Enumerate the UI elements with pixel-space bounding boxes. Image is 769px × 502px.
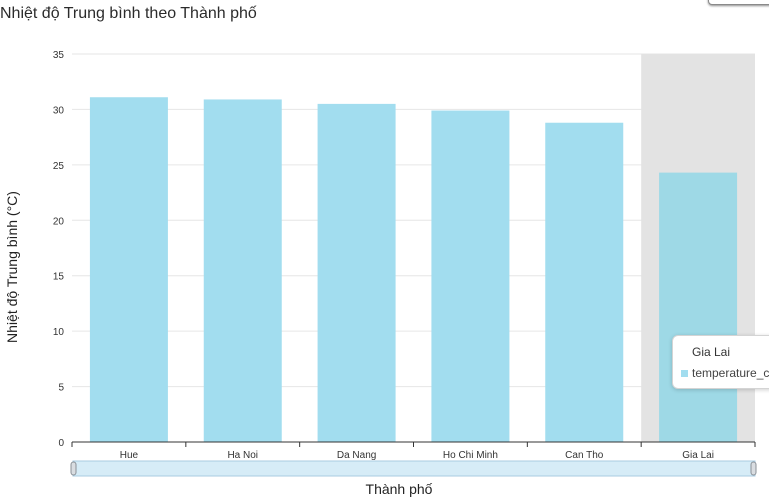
axes bbox=[71, 441, 756, 447]
overlay-panel-edge bbox=[708, 0, 769, 5]
x-tick-label: Can Tho bbox=[565, 450, 604, 461]
x-tick-label: Ho Chi Minh bbox=[443, 450, 498, 461]
zoom-slider[interactable] bbox=[70, 460, 757, 477]
bar-ho-chi-minh[interactable] bbox=[431, 110, 510, 442]
y-tick-label: 15 bbox=[53, 272, 65, 283]
chart-title: Nhiệt độ Trung bình theo Thành phố bbox=[0, 5, 257, 22]
bar-da-nang[interactable] bbox=[317, 103, 396, 442]
bars bbox=[89, 97, 738, 443]
y-tick-label: 25 bbox=[53, 161, 65, 172]
zoom-slider-handle-right[interactable] bbox=[750, 461, 757, 476]
y-tick-label: 30 bbox=[53, 105, 65, 116]
x-axis-title: Thành phố bbox=[366, 481, 433, 497]
bar-hue[interactable] bbox=[89, 97, 168, 442]
bar-gia-lai[interactable] bbox=[659, 172, 738, 443]
zoom-slider-handle-left[interactable] bbox=[70, 461, 77, 476]
y-tick-label: 5 bbox=[58, 383, 64, 394]
y-axis-title: Nhiệt độ Trung bình (°C) bbox=[4, 191, 20, 343]
x-tick-label: Da Nang bbox=[337, 450, 376, 461]
y-tick-label: 10 bbox=[53, 327, 65, 338]
x-tick-label: Hue bbox=[120, 450, 139, 461]
y-tick-label: 20 bbox=[53, 216, 65, 227]
y-tick-labels: 0 5 10 15 20 25 30 35 bbox=[53, 50, 65, 449]
chart-tooltip: Gia Lai temperature_c bbox=[672, 335, 769, 389]
zoom-slider-track[interactable] bbox=[72, 460, 756, 477]
tooltip-series-row: temperature_c bbox=[681, 366, 769, 380]
bar-can-tho[interactable] bbox=[545, 122, 624, 442]
y-tick-label: 0 bbox=[58, 438, 64, 449]
x-tick-label: Gia Lai bbox=[682, 450, 714, 461]
tooltip-series-swatch bbox=[681, 370, 688, 377]
x-tick-labels: Hue Ha Noi Da Nang Ho Chi Minh Can Tho Gia La… bbox=[120, 450, 714, 461]
bar-ha-noi[interactable] bbox=[203, 99, 282, 443]
tooltip-title: Gia Lai bbox=[692, 345, 731, 359]
x-tick-label: Ha Noi bbox=[227, 450, 258, 461]
y-tick-label: 35 bbox=[53, 50, 65, 61]
tooltip-series-label: temperature_c bbox=[692, 366, 769, 380]
